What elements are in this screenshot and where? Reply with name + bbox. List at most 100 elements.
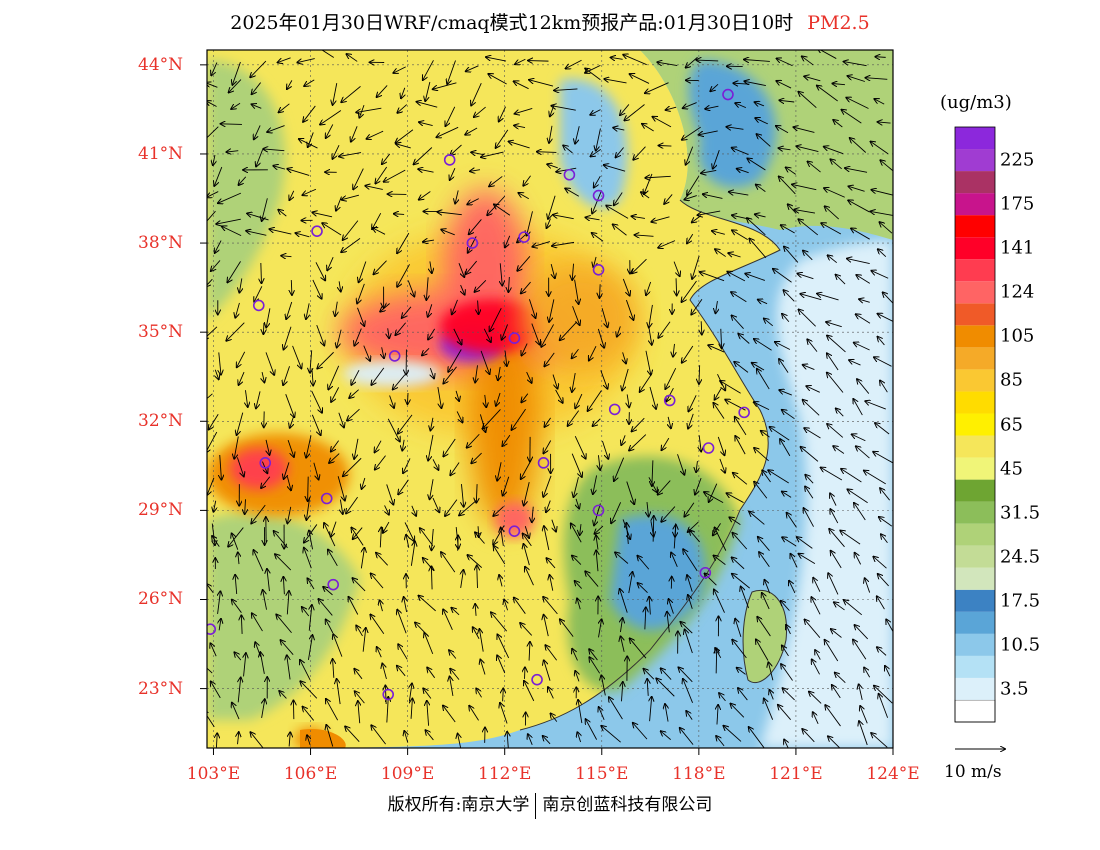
wind-arrow xyxy=(326,725,334,747)
wind-arrow xyxy=(714,590,725,613)
wind-arrow xyxy=(749,512,765,525)
wind-arrow xyxy=(287,591,289,615)
colorbar-swatch xyxy=(955,325,995,348)
wind-arrow xyxy=(546,558,556,569)
wind-arrow xyxy=(731,292,747,303)
wind-arrow xyxy=(234,652,242,661)
wind-arrow xyxy=(351,126,358,141)
wind-arrow xyxy=(727,493,744,503)
wind-arrow xyxy=(864,668,871,678)
colorbar-tick-label: 3.5 xyxy=(1000,678,1029,700)
wind-arrow xyxy=(514,598,526,614)
wind-arrow xyxy=(283,577,284,595)
wind-arrow xyxy=(832,685,841,699)
wind-arrow xyxy=(437,387,442,408)
wind-arrow xyxy=(397,264,410,286)
wind-arrow xyxy=(749,239,767,259)
wind-arrow xyxy=(809,692,822,704)
wind-arrow xyxy=(626,481,634,505)
wind-arrow xyxy=(528,299,535,318)
wind-arrow xyxy=(812,659,820,675)
wind-arrow xyxy=(470,170,481,172)
wind-arrow xyxy=(461,284,465,295)
wind-arrow xyxy=(859,684,863,700)
wind-arrow xyxy=(273,166,286,169)
colorbar-swatch xyxy=(954,699,996,723)
wind-arrow xyxy=(456,390,459,401)
wind-arrow xyxy=(683,679,693,703)
wind-arrow xyxy=(319,599,333,616)
wind-arrow xyxy=(219,619,221,631)
wind-arrow xyxy=(397,666,406,677)
wind-arrow xyxy=(690,530,700,543)
wind-arrow xyxy=(880,488,890,501)
colorbar-tick-label: 65 xyxy=(1000,414,1023,435)
wind-arrow xyxy=(875,57,886,58)
wind-arrow xyxy=(387,697,388,723)
wind-arrow xyxy=(514,125,526,127)
wind-arrow xyxy=(423,688,432,699)
wind-arrow xyxy=(332,144,340,159)
wind-arrow xyxy=(664,194,673,203)
wind-arrow xyxy=(864,471,886,485)
wind-arrow xyxy=(497,634,510,659)
wind-arrow xyxy=(507,732,508,748)
wind-arrow xyxy=(688,595,693,609)
colorbar-swatch xyxy=(955,215,995,238)
wind-arrow xyxy=(479,629,484,652)
wind-arrow xyxy=(502,324,508,339)
wind-arrow xyxy=(250,732,264,748)
wind-arrow xyxy=(395,129,414,143)
wind-arrow xyxy=(216,733,217,748)
wind-arrow xyxy=(467,433,480,447)
wind-arrow xyxy=(588,390,602,411)
wind-arrow xyxy=(796,146,819,152)
wind-arrow xyxy=(254,125,261,139)
wind-arrow xyxy=(805,487,814,499)
wind-arrow xyxy=(357,283,365,304)
wind-arrow xyxy=(833,446,845,454)
wind-arrow xyxy=(517,256,531,270)
wind-arrow xyxy=(315,262,325,280)
wind-arrow xyxy=(878,574,889,587)
station-circle xyxy=(537,457,550,469)
wind-arrow xyxy=(475,280,487,292)
wind-arrow xyxy=(345,726,360,742)
wind-arrow xyxy=(789,581,796,594)
wind-arrow xyxy=(213,500,215,512)
station-circle xyxy=(252,299,265,312)
wind-arrow xyxy=(335,301,337,316)
wind-arrow xyxy=(306,303,309,319)
wind-arrow xyxy=(333,83,338,105)
wind-arrow xyxy=(471,83,482,105)
wind-arrow xyxy=(879,222,893,234)
wind-arrow xyxy=(594,175,601,187)
wind-arrow xyxy=(776,126,789,134)
wind-arrow xyxy=(398,414,413,434)
wind-arrow xyxy=(616,147,624,158)
wind-arrow xyxy=(680,622,693,634)
wind-arrow xyxy=(686,146,694,165)
longitude-label: 103°E xyxy=(186,764,241,784)
station-circle xyxy=(702,442,715,454)
wind-arrow xyxy=(296,233,310,238)
colorbar-tick-label: 124 xyxy=(1000,281,1035,303)
wind-arrow xyxy=(247,213,269,221)
wind-arrow xyxy=(783,688,795,701)
wind-arrow xyxy=(441,230,455,236)
latitude-label: 35°N xyxy=(138,322,184,343)
wind-arrow xyxy=(880,381,888,393)
wind-arrow xyxy=(719,458,725,473)
wind-arrow xyxy=(620,104,630,115)
wind-arrow xyxy=(574,279,579,304)
wind-arrow xyxy=(529,642,530,661)
wind-arrow xyxy=(395,322,406,335)
station-circle xyxy=(327,578,339,591)
wind-arrow xyxy=(285,394,295,417)
longitude-label: 121°E xyxy=(769,764,823,784)
wind-arrow xyxy=(857,379,870,394)
wind-arrow xyxy=(326,619,334,634)
wind-arrow xyxy=(575,581,582,589)
wind-arrow xyxy=(615,552,629,564)
wind-arrow xyxy=(544,615,549,637)
